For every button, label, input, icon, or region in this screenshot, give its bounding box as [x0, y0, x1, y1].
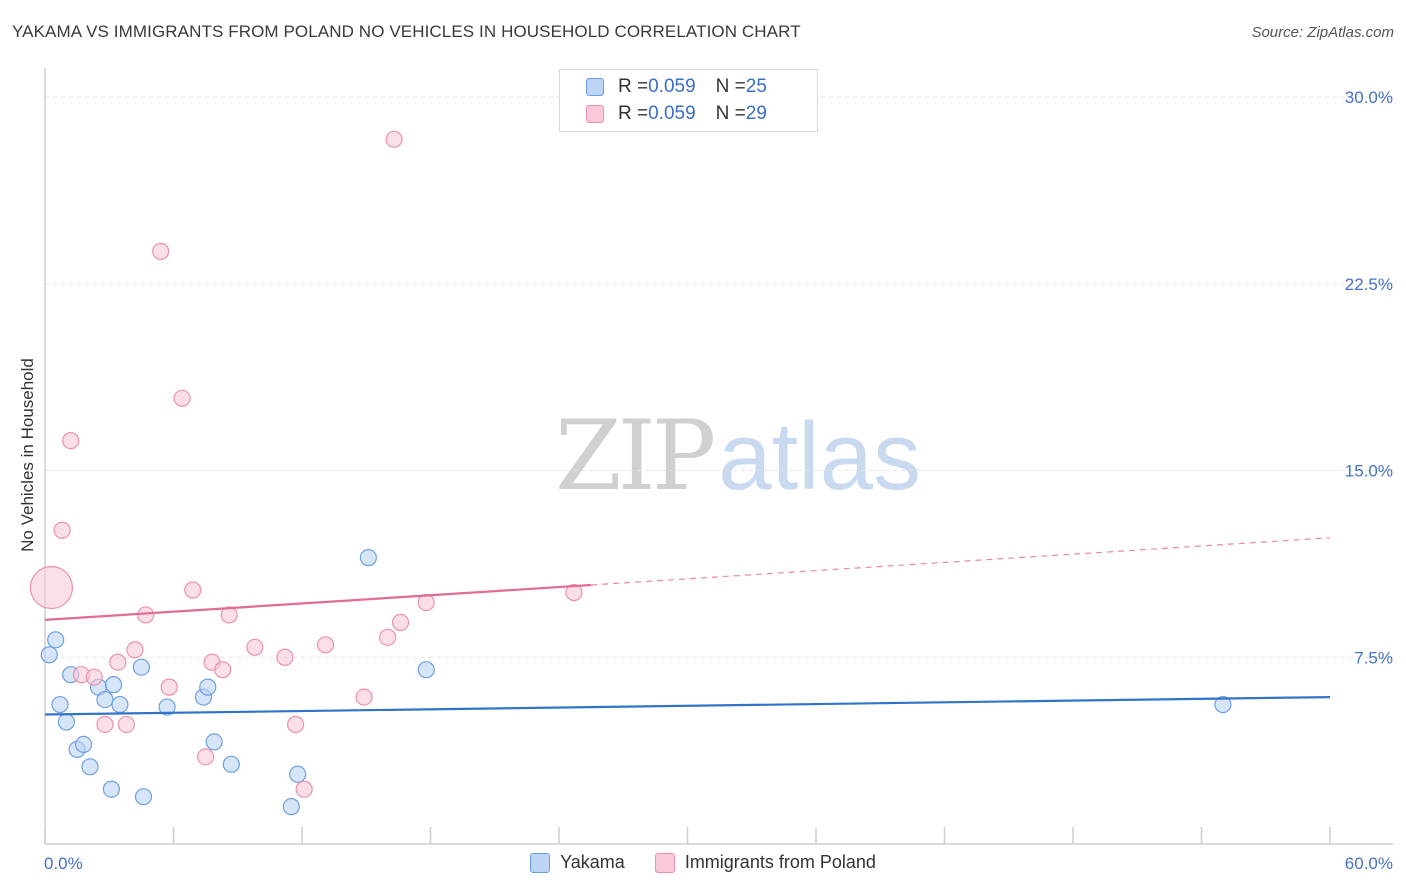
legend-r-value: 0.059 — [648, 76, 696, 97]
data-point-yakama — [96, 690, 114, 709]
y-tick-label: 22.5% — [1345, 275, 1393, 294]
legend-row-yakama: R = 0.059 N = 25 — [586, 76, 767, 98]
chart-title: YAKAMA VS IMMIGRANTS FROM POLAND NO VEHI… — [12, 22, 801, 41]
data-point-poland — [62, 432, 80, 450]
data-point-poland — [565, 583, 583, 602]
series-swatch-yakama — [530, 852, 551, 873]
data-point-poland — [295, 780, 313, 798]
data-point-yakama — [104, 676, 123, 694]
data-point-yakama — [132, 658, 150, 676]
data-point-poland — [316, 636, 335, 654]
legend-swatch-poland — [586, 105, 604, 123]
trend-line-poland — [44, 583, 592, 621]
series-legend-yakama: Yakama — [530, 852, 625, 873]
data-point-yakama — [51, 695, 69, 714]
data-point-poland — [385, 130, 403, 148]
data-point-poland — [160, 678, 178, 696]
legend-r-value: 0.059 — [648, 103, 696, 124]
legend-n-label: N = — [715, 76, 746, 97]
data-point-poland — [286, 715, 305, 734]
data-point-yakama — [111, 695, 129, 714]
series-label-yakama: Yakama — [560, 852, 625, 872]
data-point-poland — [391, 613, 410, 631]
x-tick-label: 0.0% — [44, 854, 83, 873]
legend-row-poland: R = 0.059 N = 29 — [586, 103, 767, 125]
data-point-poland — [173, 389, 191, 407]
legend-r-label: R = — [618, 76, 649, 97]
series-swatch-poland — [654, 852, 675, 873]
data-point-poland — [109, 653, 127, 671]
data-point-yakama — [74, 735, 93, 754]
legend-n-label: N = — [715, 103, 746, 124]
data-point-poland — [53, 521, 71, 539]
legend-r-label: R = — [618, 103, 649, 124]
data-point-poland — [220, 606, 238, 624]
y-tick-label: 15.0% — [1345, 462, 1393, 481]
data-point-poland — [379, 628, 397, 646]
data-point-poland — [117, 715, 135, 734]
data-point-poland — [276, 648, 294, 666]
data-point-poland — [184, 581, 202, 599]
data-point-yakama — [289, 765, 307, 783]
data-point-poland — [214, 661, 232, 679]
data-point-yakama — [222, 755, 240, 773]
data-point-yakama — [1214, 695, 1232, 714]
data-point-yakama — [359, 549, 377, 567]
data-point-yakama — [158, 698, 176, 716]
data-point-yakama — [47, 631, 65, 649]
data-point-poland — [29, 565, 74, 610]
data-point-poland — [197, 748, 215, 766]
x-tick-label: 60.0% — [1345, 854, 1393, 873]
legend-n-value: 25 — [745, 76, 767, 97]
source-credit: Source: ZipAtlas.com — [1251, 24, 1394, 41]
data-point-poland — [96, 715, 114, 734]
data-point-yakama — [205, 733, 223, 751]
legend-swatch-yakama — [586, 78, 604, 96]
data-point-poland — [126, 641, 144, 659]
data-point-poland — [246, 638, 264, 656]
series-legend: Yakama Immigrants from Poland — [0, 852, 1406, 873]
series-label-poland: Immigrants from Poland — [684, 852, 876, 872]
y-tick-label: 30.0% — [1345, 88, 1393, 107]
data-point-yakama — [199, 678, 217, 696]
y-tick-label: 7.5% — [1354, 648, 1393, 667]
data-point-yakama — [134, 788, 153, 806]
legend-n-value: 29 — [745, 103, 767, 124]
data-point-poland — [355, 688, 373, 706]
data-point-yakama — [417, 661, 435, 679]
data-point-yakama — [282, 798, 300, 816]
data-point-yakama — [102, 780, 120, 798]
series-legend-poland: Immigrants from Poland — [654, 852, 876, 873]
trend-line-extension-poland — [591, 537, 1331, 586]
trend-line-yakama — [44, 695, 1331, 716]
data-point-poland — [152, 242, 170, 260]
data-point-yakama — [57, 713, 76, 731]
correlation-legend: R = 0.059 N = 25 R = 0.059 N = 29 — [559, 69, 818, 132]
data-point-yakama — [81, 758, 99, 776]
data-point-poland — [85, 668, 103, 686]
data-point-yakama — [40, 646, 58, 664]
